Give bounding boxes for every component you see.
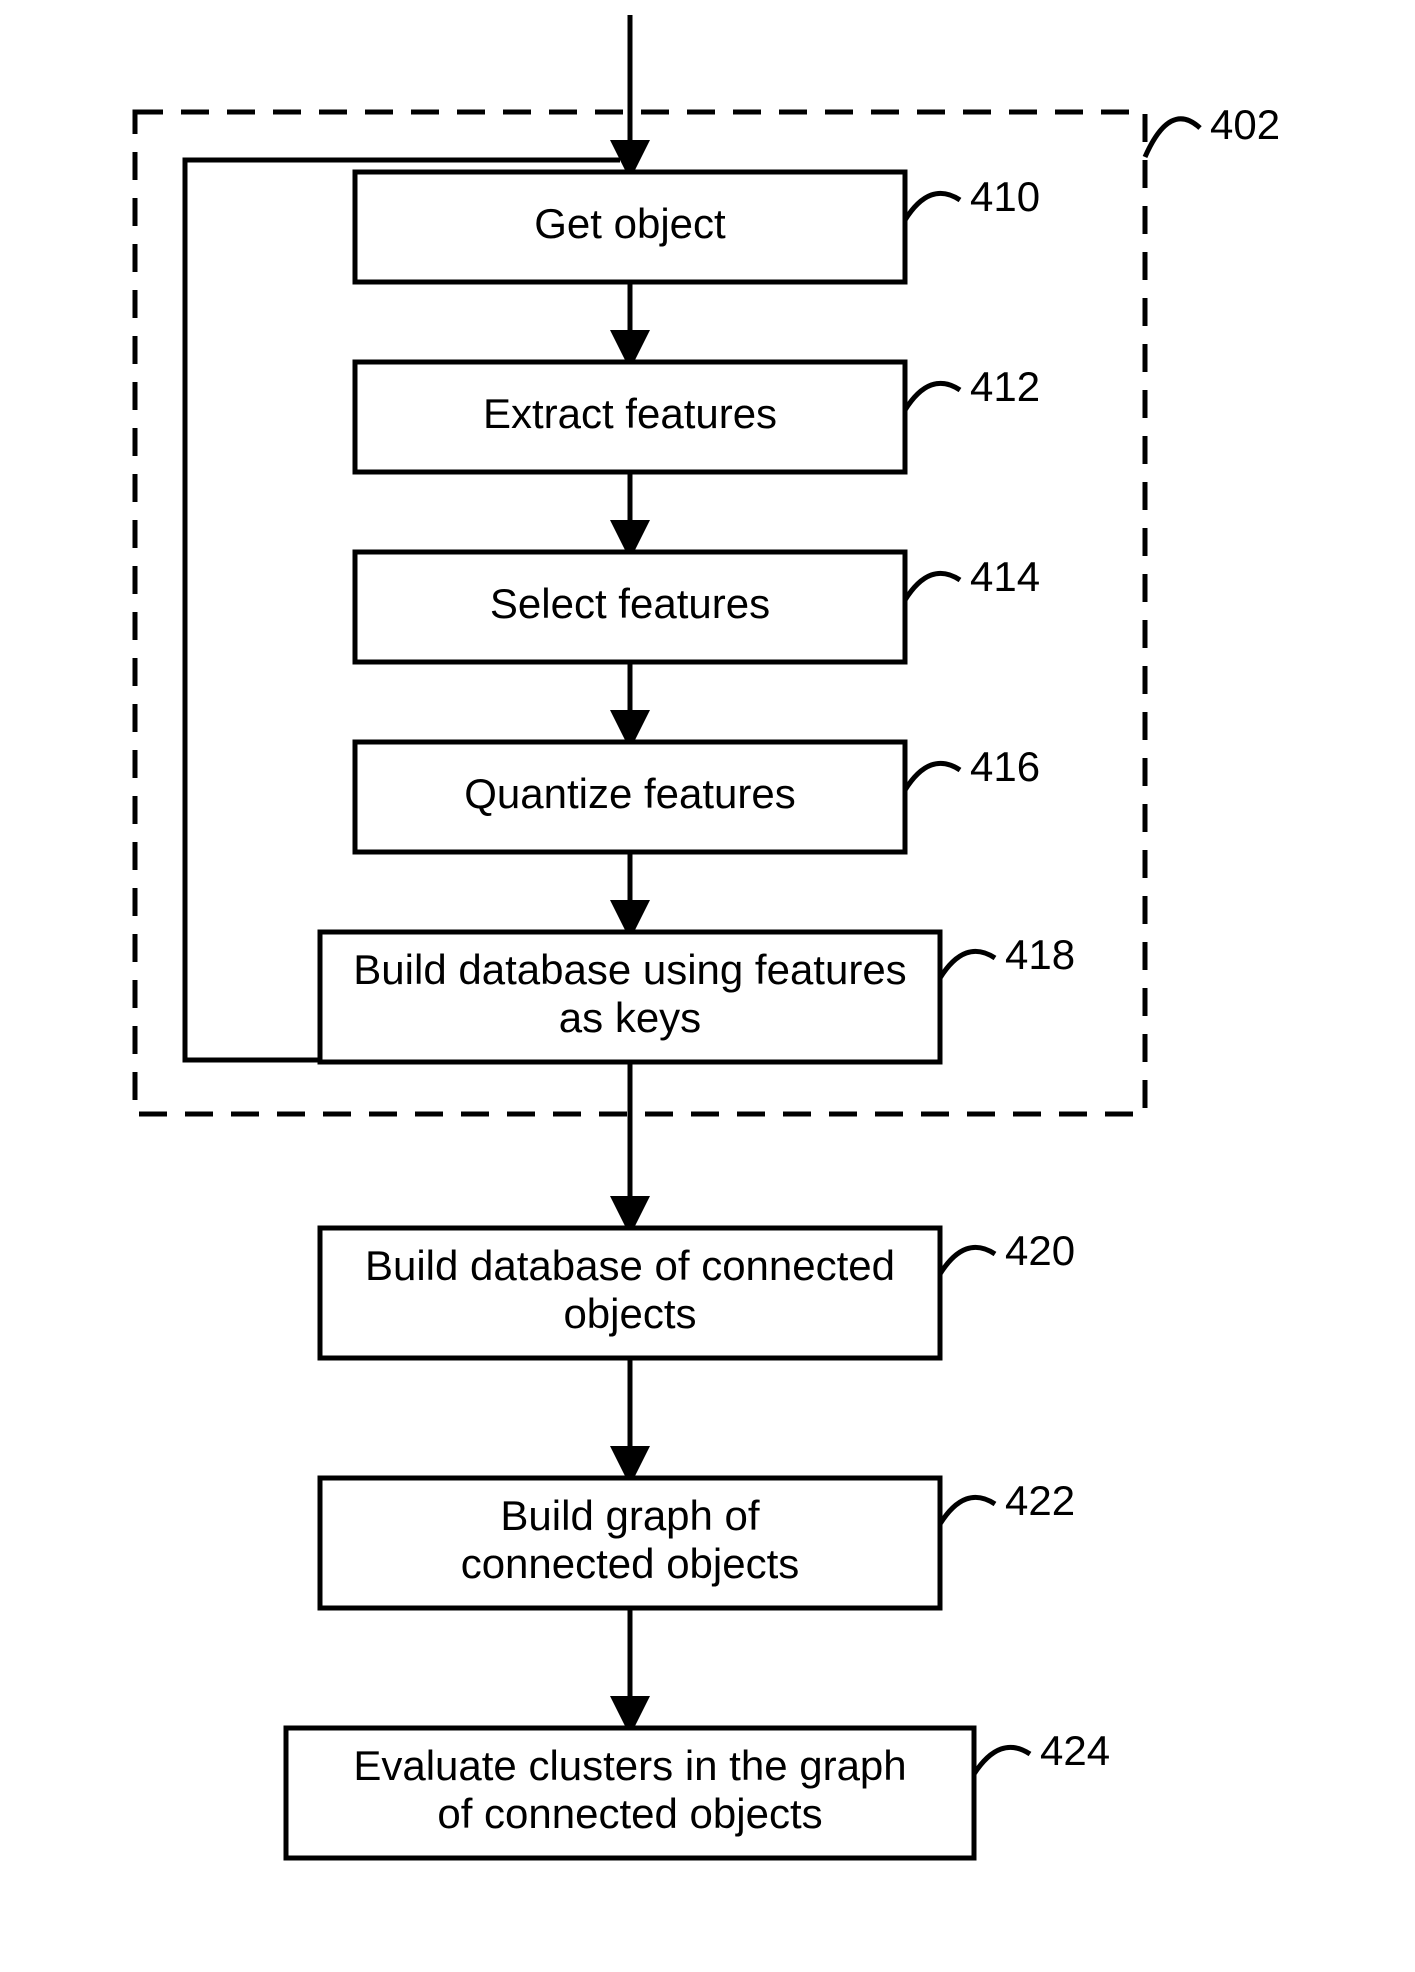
leader-line-414 [905, 573, 960, 600]
step-text-evaluate-clusters-line1: Evaluate clusters in the graph [353, 1742, 906, 1789]
ref-label-402: 402 [1210, 101, 1280, 148]
flowchart-diagram: Get object Extract features Select feature… [0, 0, 1415, 1972]
ref-label-420: 420 [1005, 1227, 1075, 1274]
step-text-extract-features: Extract features [483, 390, 777, 437]
leader-line-418 [940, 951, 995, 978]
boxes-layer: Get object Extract features Select feature… [286, 172, 974, 1858]
leader-line-424 [974, 1747, 1030, 1774]
step-text-build-db-features-line2: as keys [559, 994, 701, 1041]
step-text-get-object: Get object [534, 200, 726, 247]
leader-line-422 [940, 1497, 995, 1524]
step-text-build-graph-line1: Build graph of [500, 1492, 760, 1539]
ref-label-410: 410 [970, 173, 1040, 220]
leader-line-416 [905, 763, 960, 790]
ref-labels-layer: 402 410 412 414 416 418 420 422 424 [970, 101, 1280, 1774]
step-text-build-graph-line2: connected objects [461, 1540, 800, 1587]
ref-label-414: 414 [970, 553, 1040, 600]
step-text-build-db-features-line1: Build database using features [353, 946, 906, 993]
ref-label-416: 416 [970, 743, 1040, 790]
ref-label-422: 422 [1005, 1477, 1075, 1524]
step-text-select-features: Select features [490, 580, 770, 627]
ref-label-418: 418 [1005, 931, 1075, 978]
leader-line-410 [905, 193, 960, 220]
step-text-build-db-connected-line2: objects [563, 1290, 696, 1337]
leader-line-412 [905, 383, 960, 410]
ref-label-424: 424 [1040, 1727, 1110, 1774]
step-text-quantize-features: Quantize features [464, 770, 796, 817]
leader-line-420 [940, 1247, 995, 1274]
step-text-evaluate-clusters-line2: of connected objects [437, 1790, 822, 1837]
leader-line-402 [1145, 119, 1200, 157]
ref-label-412: 412 [970, 363, 1040, 410]
step-text-build-db-connected-line1: Build database of connected [365, 1242, 895, 1289]
